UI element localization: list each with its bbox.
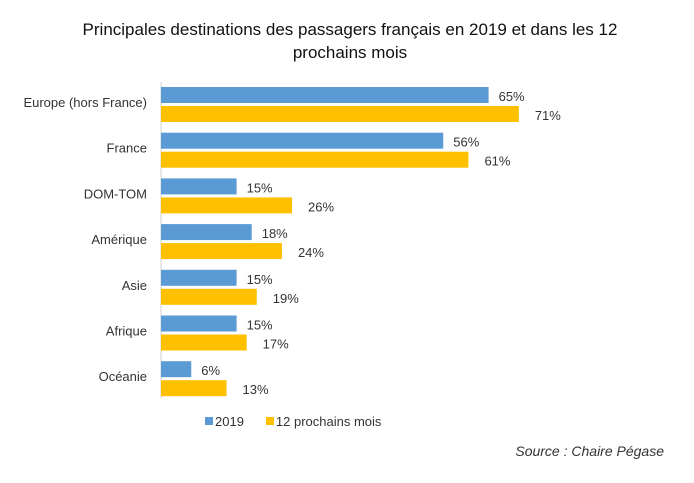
category-label: Afrique [106, 324, 147, 339]
bar-2019 [161, 361, 192, 378]
legend-swatch [205, 417, 213, 425]
value-label: 61% [484, 154, 510, 169]
bar-12-prochains-mois [161, 197, 293, 214]
bar-2019 [161, 87, 489, 103]
bar-2019 [161, 315, 237, 332]
value-label: 24% [298, 245, 324, 260]
legend-label: 12 prochains mois [276, 414, 382, 429]
value-label: 15% [247, 318, 273, 333]
category-label: Océanie [99, 369, 147, 384]
value-label: 18% [262, 226, 288, 241]
value-label: 19% [273, 291, 299, 306]
bar-2019 [161, 224, 252, 241]
bar-2019 [161, 178, 237, 195]
value-label: 26% [308, 199, 334, 214]
legend-swatch [265, 417, 274, 425]
category-label: DOM-TOM [84, 186, 147, 201]
value-label: 13% [243, 382, 269, 397]
value-label: 17% [263, 337, 289, 352]
bar-12-prochains-mois [161, 380, 227, 397]
category-label: France [107, 141, 147, 156]
category-label: Europe (hors France) [23, 95, 147, 110]
bar-12-prochains-mois [161, 243, 282, 260]
bar-2019 [161, 132, 444, 149]
source-note: Source : Chaire Pégase [515, 443, 664, 459]
value-label: 56% [453, 135, 479, 150]
value-label: 15% [247, 180, 273, 195]
value-label: 65% [499, 89, 525, 104]
category-label: Amérique [91, 232, 147, 247]
legend-label: 2019 [215, 414, 244, 429]
value-label: 15% [247, 272, 273, 287]
bar-12-prochains-mois [161, 288, 257, 305]
chart-title: Principales destinations des passagers f… [82, 20, 618, 62]
value-label: 6% [201, 363, 220, 378]
value-label: 71% [535, 108, 561, 123]
bar-12-prochains-mois [161, 151, 469, 168]
category-label: Asie [122, 278, 147, 293]
bar-12-prochains-mois [161, 334, 247, 351]
bar-12-prochains-mois [161, 106, 519, 122]
bar-2019 [161, 269, 237, 286]
